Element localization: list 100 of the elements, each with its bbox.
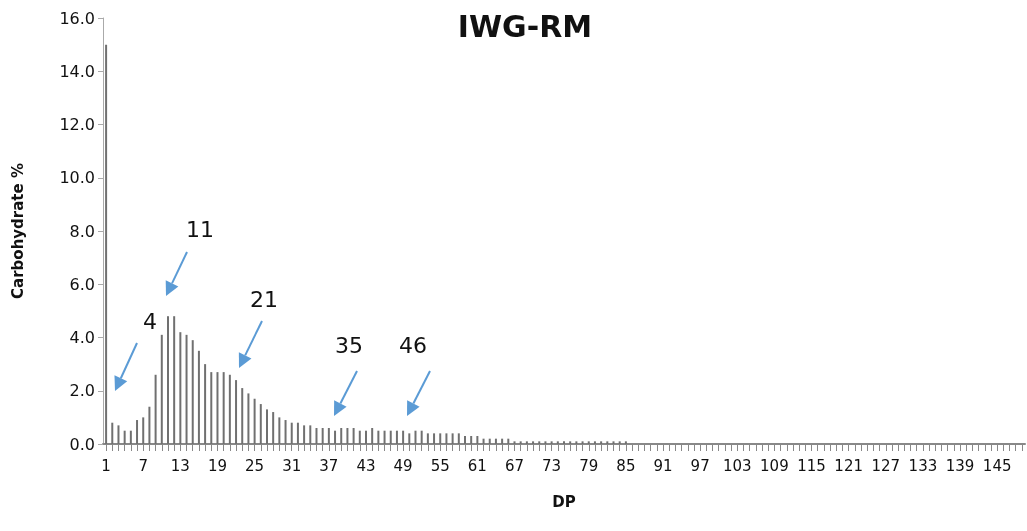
bar	[482, 438, 485, 444]
x-tick-label: 61	[467, 456, 487, 475]
bar	[191, 340, 194, 444]
y-tick-label: 16.0	[59, 8, 95, 28]
annotation: 35	[335, 332, 363, 358]
bar	[284, 420, 287, 444]
bar	[395, 430, 398, 444]
bar	[272, 412, 275, 444]
x-tick-label: 85	[616, 456, 636, 475]
bar	[439, 433, 442, 444]
y-tick-label: 6.0	[69, 274, 95, 294]
bar	[476, 436, 479, 444]
bar	[142, 417, 145, 444]
chart-title: IWG-RM	[457, 8, 593, 44]
bar	[569, 441, 572, 444]
bar	[179, 332, 182, 444]
bar	[457, 433, 460, 444]
bar	[463, 436, 466, 444]
bar	[488, 438, 491, 444]
x-tick-label: 115	[797, 456, 826, 475]
x-axis-title: DP	[552, 492, 576, 511]
annotation: 46	[399, 332, 427, 358]
bar	[618, 441, 621, 444]
x-tick-label: 43	[356, 456, 376, 475]
bar	[290, 422, 293, 444]
bar	[197, 350, 200, 444]
y-tick-label: 14.0	[59, 61, 95, 81]
bar	[346, 428, 349, 444]
bar	[575, 441, 578, 444]
bar	[173, 316, 176, 444]
bar	[166, 316, 169, 444]
bar	[204, 364, 207, 444]
y-tick-label: 0.0	[69, 434, 95, 454]
bar	[228, 374, 231, 444]
bar	[340, 428, 343, 444]
y-tick-label: 4.0	[69, 328, 95, 347]
x-tick-label: 7	[138, 456, 148, 475]
bar	[532, 441, 535, 444]
bar	[247, 393, 250, 444]
bar	[315, 428, 318, 444]
x-tick-label: 13	[170, 456, 190, 475]
x-tick-label: 103	[722, 456, 752, 475]
bar	[445, 433, 448, 444]
bar	[123, 430, 126, 444]
bar	[451, 433, 454, 444]
annotation: 11	[186, 216, 214, 242]
x-tick-label: 139	[945, 456, 975, 475]
bar	[334, 430, 337, 444]
annotation: 21	[250, 286, 278, 312]
bar	[519, 441, 522, 444]
bar	[321, 428, 324, 444]
x-tick-label: 49	[393, 456, 413, 475]
x-tick-label: 97	[690, 456, 710, 475]
x-tick-label: 133	[908, 456, 938, 475]
bar	[420, 430, 423, 444]
bar	[501, 438, 504, 444]
y-tick-label: 12.0	[59, 115, 95, 134]
bar	[593, 441, 596, 444]
bar	[216, 372, 219, 444]
bar	[600, 441, 603, 444]
bar	[303, 425, 306, 444]
x-tick-label: 25	[245, 456, 265, 475]
bar	[278, 417, 281, 444]
bar	[414, 430, 417, 444]
bar	[544, 441, 547, 444]
bar	[154, 374, 157, 444]
x-tick-label: 145	[982, 456, 1012, 475]
bar	[433, 433, 436, 444]
bar	[309, 425, 312, 444]
bar	[241, 388, 244, 444]
bar	[210, 372, 213, 444]
bar	[513, 441, 516, 444]
bar	[111, 422, 114, 444]
x-tick-label: 19	[207, 456, 228, 475]
x-tick-label: 127	[871, 456, 901, 475]
bar	[556, 441, 559, 444]
bar	[185, 334, 188, 444]
y-tick-label: 2.0	[69, 381, 95, 401]
bar	[470, 436, 473, 444]
x-tick-label: 79	[579, 456, 599, 475]
bar	[265, 409, 268, 444]
bar	[371, 428, 374, 444]
bar	[358, 430, 361, 444]
bar	[538, 441, 541, 444]
y-tick-label: 8.0	[69, 221, 95, 241]
bar	[383, 430, 386, 444]
bar	[550, 441, 553, 444]
x-tick-label: 31	[282, 456, 302, 475]
x-tick-label: 109	[760, 456, 789, 475]
bar	[222, 372, 225, 444]
bar	[327, 428, 330, 444]
x-tick-label: 1	[101, 456, 111, 475]
bar	[105, 44, 108, 444]
x-tick-label: 73	[542, 456, 562, 475]
bar	[402, 430, 405, 444]
x-tick-label: 55	[430, 456, 450, 475]
bar	[587, 441, 590, 444]
y-tick-label: 10.0	[59, 168, 95, 188]
bar	[624, 441, 627, 444]
bar	[136, 420, 139, 444]
